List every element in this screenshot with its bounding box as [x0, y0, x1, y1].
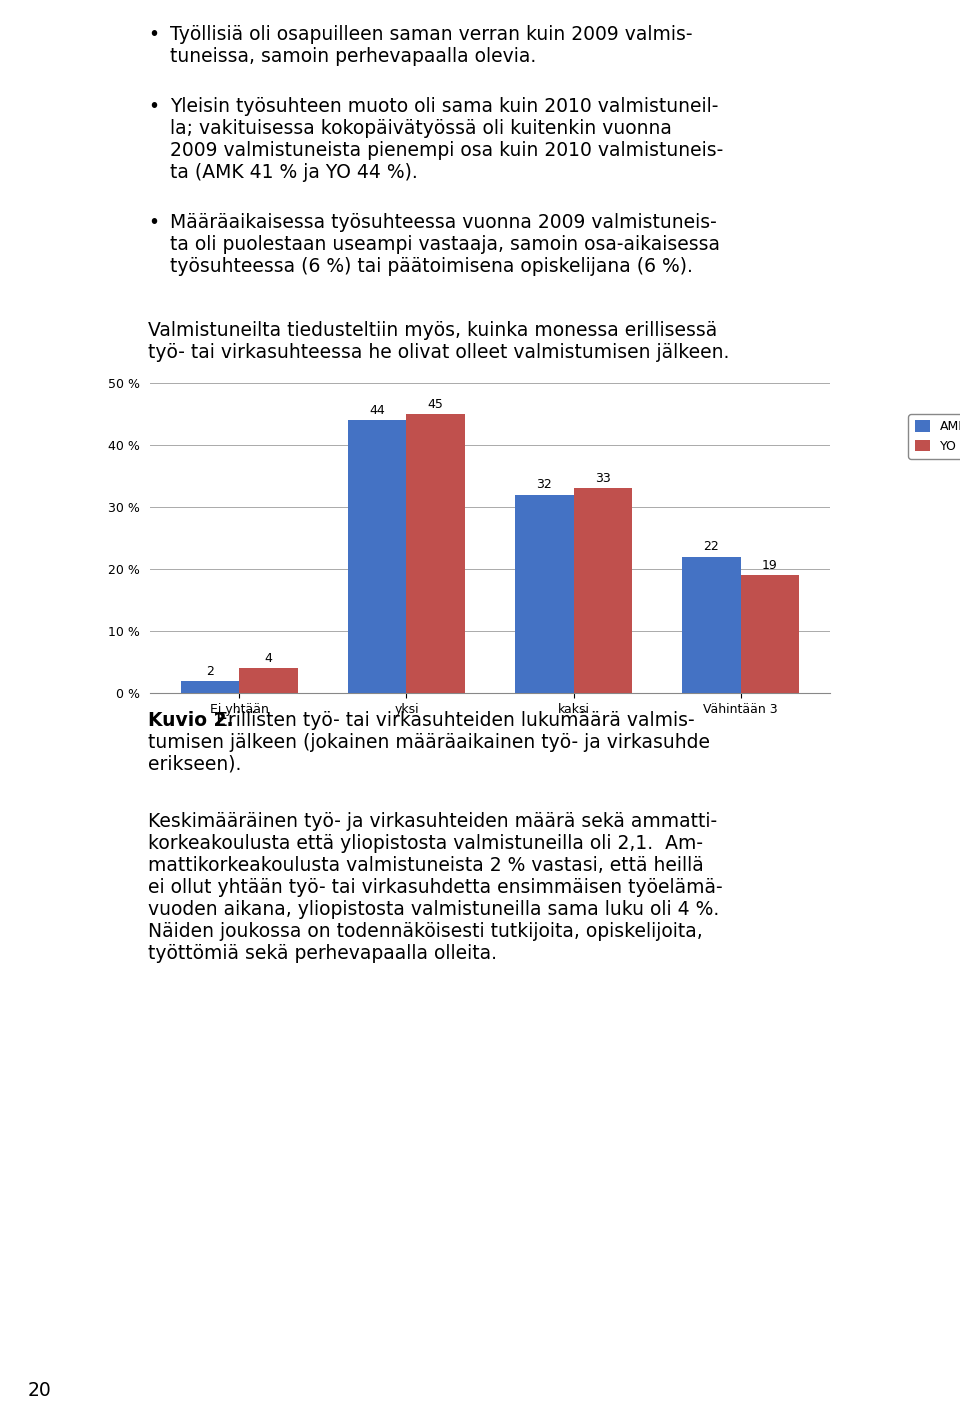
Text: •: • [148, 213, 159, 231]
Text: •: • [148, 97, 159, 116]
Text: Valmistuneilta tiedusteltiin myös, kuinka monessa erillisessä: Valmistuneilta tiedusteltiin myös, kuink… [148, 321, 717, 340]
Bar [180, 681, 239, 693]
Text: 45: 45 [428, 398, 444, 411]
Bar [740, 575, 799, 693]
Text: 22: 22 [704, 541, 719, 554]
Text: vuoden aikana, yliopistosta valmistuneilla sama luku oli 4 %.: vuoden aikana, yliopistosta valmistuneil… [148, 900, 719, 920]
Text: tumisen jälkeen (jokainen määräaikainen työ- ja virkasuhde: tumisen jälkeen (jokainen määräaikainen … [148, 733, 710, 753]
Text: 20: 20 [28, 1381, 52, 1399]
Text: 33: 33 [595, 473, 611, 486]
Text: korkeakoulusta että yliopistosta valmistuneilla oli 2,1.  Am-: korkeakoulusta että yliopistosta valmist… [148, 834, 703, 853]
Text: Kuvio 2.: Kuvio 2. [148, 711, 233, 730]
Text: Työllisiä oli osapuilleen saman verran kuin 2009 valmis-: Työllisiä oli osapuilleen saman verran k… [170, 26, 692, 44]
Text: ei ollut yhtään työ- tai virkasuhdetta ensimmäisen työelämä-: ei ollut yhtään työ- tai virkasuhdetta e… [148, 878, 723, 897]
Text: työsuhteessa (6 %) tai päätoimisena opiskelijana (6 %).: työsuhteessa (6 %) tai päätoimisena opis… [170, 257, 693, 276]
Text: erikseen).: erikseen). [148, 755, 241, 774]
Text: •: • [148, 26, 159, 44]
Text: mattikorkeakoulusta valmistuneista 2 % vastasi, että heillä: mattikorkeakoulusta valmistuneista 2 % v… [148, 855, 704, 875]
Text: 2009 valmistuneista pienempi osa kuin 2010 valmistuneis-: 2009 valmistuneista pienempi osa kuin 20… [170, 141, 723, 160]
Text: la; vakituisessa kokopäivätyössä oli kuitenkin vuonna: la; vakituisessa kokopäivätyössä oli kui… [170, 119, 672, 139]
Bar [516, 494, 573, 693]
Text: tuneissa, samoin perhevapaalla olevia.: tuneissa, samoin perhevapaalla olevia. [170, 47, 537, 66]
Bar [348, 420, 406, 693]
Text: työ- tai virkasuhteessa he olivat olleet valmistumisen jälkeen.: työ- tai virkasuhteessa he olivat olleet… [148, 343, 730, 363]
Bar [239, 668, 298, 693]
Text: Yleisin työsuhteen muoto oli sama kuin 2010 valmistuneil-: Yleisin työsuhteen muoto oli sama kuin 2… [170, 97, 718, 116]
Text: Keskimääräinen työ- ja virkasuhteiden määrä sekä ammatti-: Keskimääräinen työ- ja virkasuhteiden mä… [148, 813, 717, 831]
Bar [683, 557, 740, 693]
Text: ta (AMK 41 % ja YO 44 %).: ta (AMK 41 % ja YO 44 %). [170, 163, 418, 181]
Bar [573, 488, 632, 693]
Text: Näiden joukossa on todennäköisesti tutkijoita, opiskelijoita,: Näiden joukossa on todennäköisesti tutki… [148, 922, 703, 941]
Text: työttömiä sekä perhevapaalla olleita.: työttömiä sekä perhevapaalla olleita. [148, 944, 497, 962]
Legend: AMK, YO: AMK, YO [908, 414, 960, 458]
Text: 2: 2 [206, 664, 214, 677]
Bar [406, 414, 465, 693]
Text: 32: 32 [537, 478, 552, 491]
Text: 4: 4 [265, 653, 273, 665]
Text: Määräaikaisessa työsuhteessa vuonna 2009 valmistuneis-: Määräaikaisessa työsuhteessa vuonna 2009… [170, 213, 717, 231]
Text: 44: 44 [370, 404, 385, 417]
Text: Erillisten työ- tai virkasuhteiden lukumäärä valmis-: Erillisten työ- tai virkasuhteiden lukum… [216, 711, 695, 730]
Text: ta oli puolestaan useampi vastaaja, samoin osa-aikaisessa: ta oli puolestaan useampi vastaaja, samo… [170, 236, 720, 254]
Text: 19: 19 [762, 560, 778, 573]
